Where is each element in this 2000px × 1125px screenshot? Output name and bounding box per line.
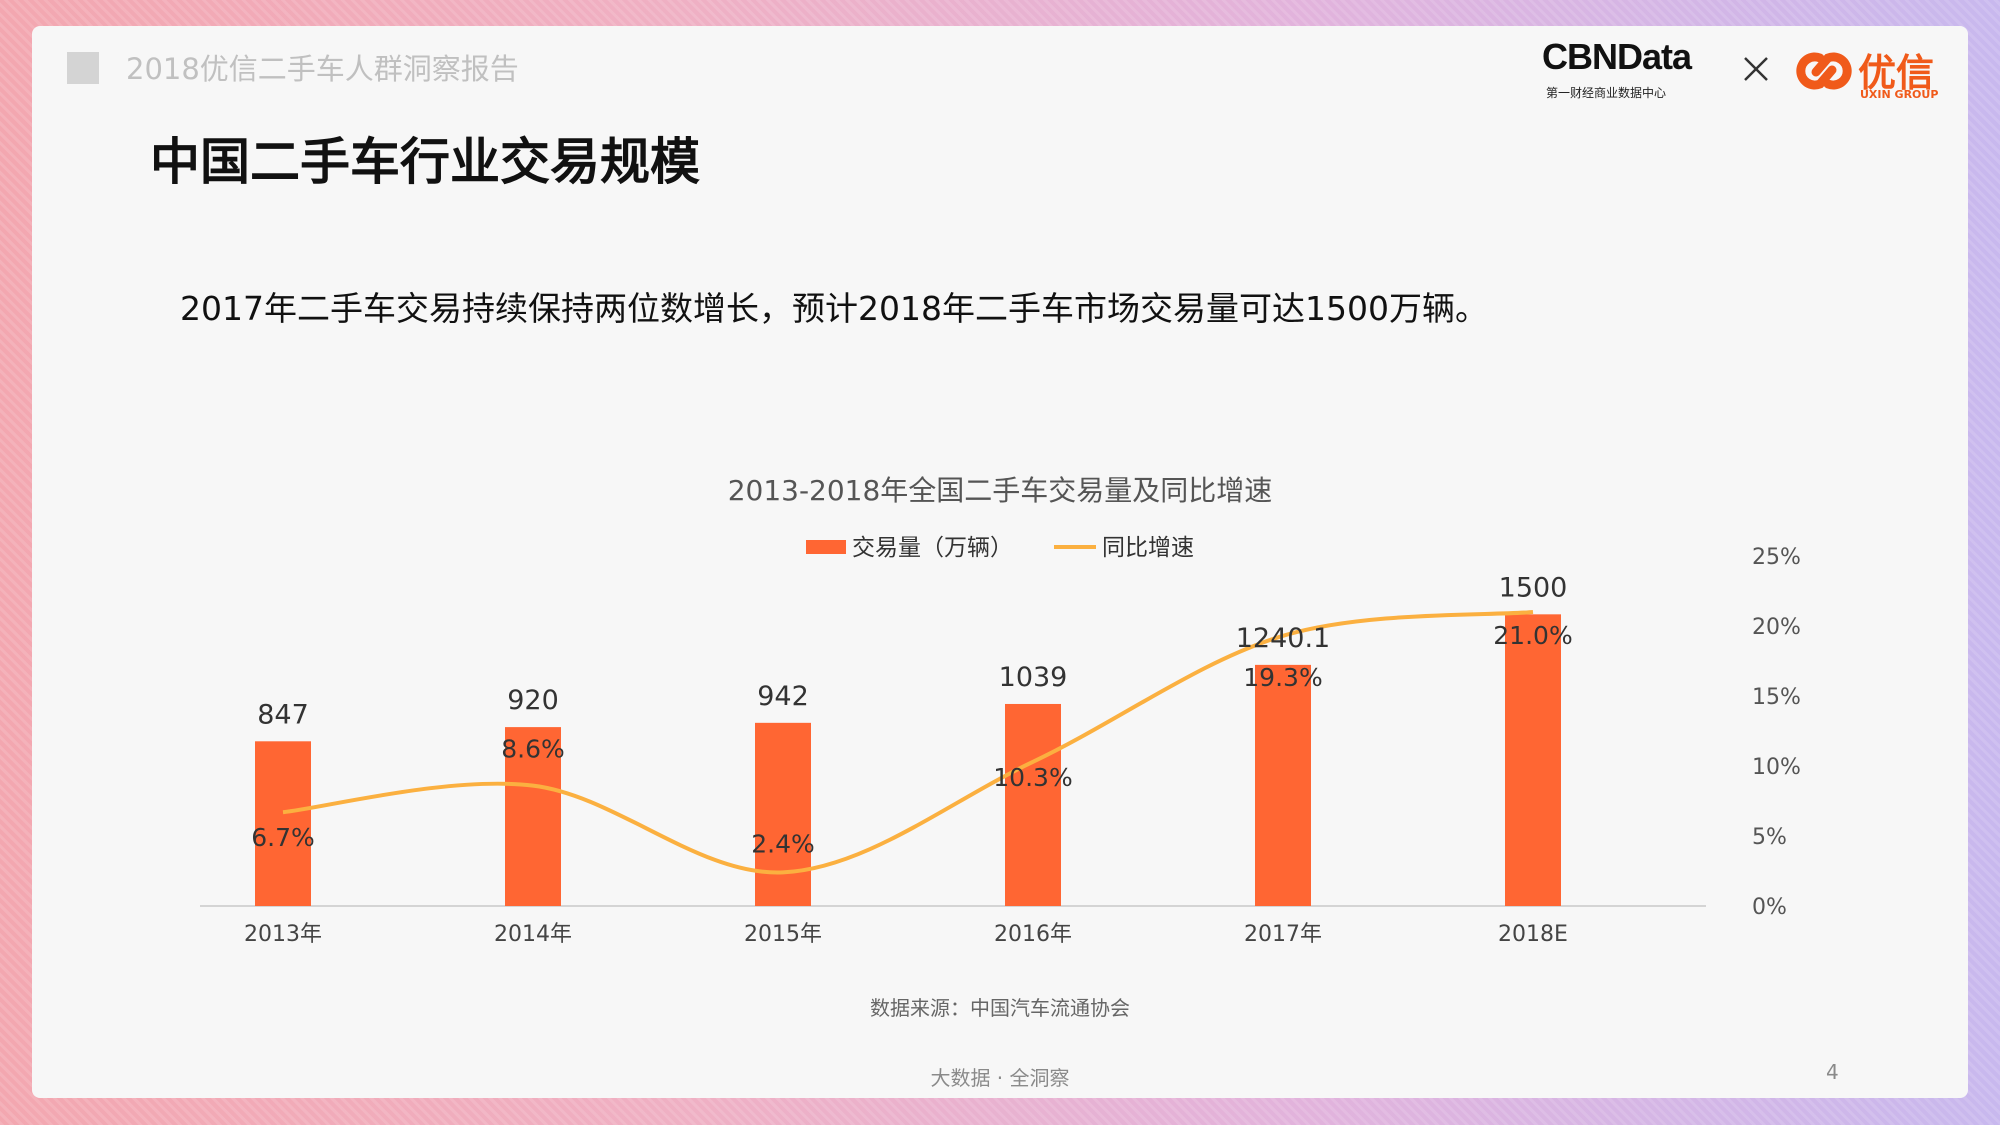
bar-value-label-4: 1240.1 (1236, 623, 1330, 654)
source-note: 数据来源：中国汽车流通协会 (870, 996, 1130, 1020)
y-right-tick-3: 15% (1752, 685, 1801, 710)
uxin-logo-subtext: UXIN GROUP (1860, 88, 1939, 101)
legend: 交易量（万辆） 同比增速 (806, 535, 1194, 561)
bar-value-label-3: 1039 (999, 662, 1068, 693)
legend-line-label: 同比增速 (1102, 535, 1194, 561)
bar-0 (255, 741, 311, 906)
bar-5 (1505, 614, 1561, 906)
chart-title: 2013-2018年全国二手车交易量及同比增速 (728, 474, 1273, 507)
uxin-logo-text: 优信 (1858, 51, 1935, 95)
line-value-label-3: 10.3% (993, 763, 1072, 792)
summary-text: 2017年二手车交易持续保持两位数增长，预计2018年二手车市场交易量可达150… (180, 289, 1488, 328)
line-value-label-1: 8.6% (501, 735, 565, 764)
page-title: 中国二手车行业交易规模 (150, 133, 700, 191)
cross-icon (1744, 57, 1768, 81)
uxin-mark-icon (1796, 52, 1852, 90)
line-value-label-0: 6.7% (251, 823, 315, 852)
y-right-tick-0: 0% (1752, 895, 1787, 920)
bar-value-label-0: 847 (257, 699, 309, 730)
line-value-label-4: 19.3% (1243, 663, 1322, 692)
legend-bar-label: 交易量（万辆） (852, 535, 1013, 561)
x-tick-label-3: 2016年 (994, 922, 1072, 947)
line-value-label-2: 2.4% (751, 829, 815, 858)
cbndata-tagline: 第一财经商业数据中心 (1546, 86, 1667, 100)
y-right-tick-4: 20% (1752, 615, 1801, 640)
x-tick-label-2: 2015年 (744, 922, 822, 947)
x-tick-label-1: 2014年 (494, 922, 572, 947)
header-square-icon (67, 52, 99, 84)
chart: 2013-2018年全国二手车交易量及同比增速 交易量（万辆） 同比增速 847… (200, 474, 1801, 947)
y-right-tick-1: 5% (1752, 825, 1787, 850)
report-title: 2018优信二手车人群洞察报告 (126, 52, 519, 86)
x-tick-label-0: 2013年 (244, 922, 322, 947)
y-right-tick-2: 10% (1752, 755, 1801, 780)
x-tick-label-5: 2018E (1498, 922, 1568, 947)
slide-card: 2018优信二手车人群洞察报告 CBNData 第一财经商业数据中心 优信 UX… (32, 26, 1968, 1098)
footer-text: 大数据 · 全洞察 (930, 1066, 1070, 1090)
cbndata-logo: CBNData 第一财经商业数据中心 (1542, 36, 1742, 112)
bar-value-label-1: 920 (507, 685, 559, 716)
bar-value-label-2: 942 (757, 681, 809, 712)
growth-line (282, 610, 1534, 875)
y-right-tick-5: 25% (1752, 545, 1801, 570)
bar-2 (755, 722, 811, 906)
uxin-logo: 优信 UXIN GROUP (1792, 40, 1962, 110)
bar-1 (505, 727, 561, 906)
line-value-label-5: 21.0% (1493, 621, 1572, 650)
legend-bar-swatch (806, 540, 846, 554)
bar-value-label-5: 1500 (1499, 572, 1568, 603)
cbndata-logo-text: CBNData (1542, 36, 1692, 77)
page-number: 4 (1826, 1060, 1839, 1084)
bar-4 (1255, 664, 1311, 906)
x-tick-label-4: 2017年 (1244, 922, 1322, 947)
bar-3 (1005, 703, 1061, 906)
